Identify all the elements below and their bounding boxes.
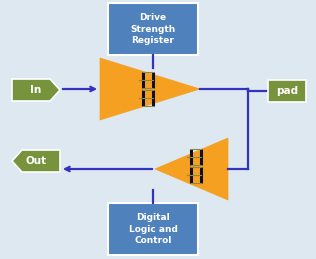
Text: Out: Out xyxy=(25,156,46,166)
Polygon shape xyxy=(12,150,60,172)
Polygon shape xyxy=(155,138,228,200)
FancyBboxPatch shape xyxy=(108,203,198,255)
Text: In: In xyxy=(30,85,42,95)
FancyBboxPatch shape xyxy=(108,3,198,55)
Polygon shape xyxy=(100,58,200,120)
Text: Drive
Strength
Register: Drive Strength Register xyxy=(131,13,176,45)
Polygon shape xyxy=(12,79,60,101)
Text: pad: pad xyxy=(276,86,298,96)
Text: Digital
Logic and
Control: Digital Logic and Control xyxy=(129,213,178,245)
FancyBboxPatch shape xyxy=(268,80,306,102)
